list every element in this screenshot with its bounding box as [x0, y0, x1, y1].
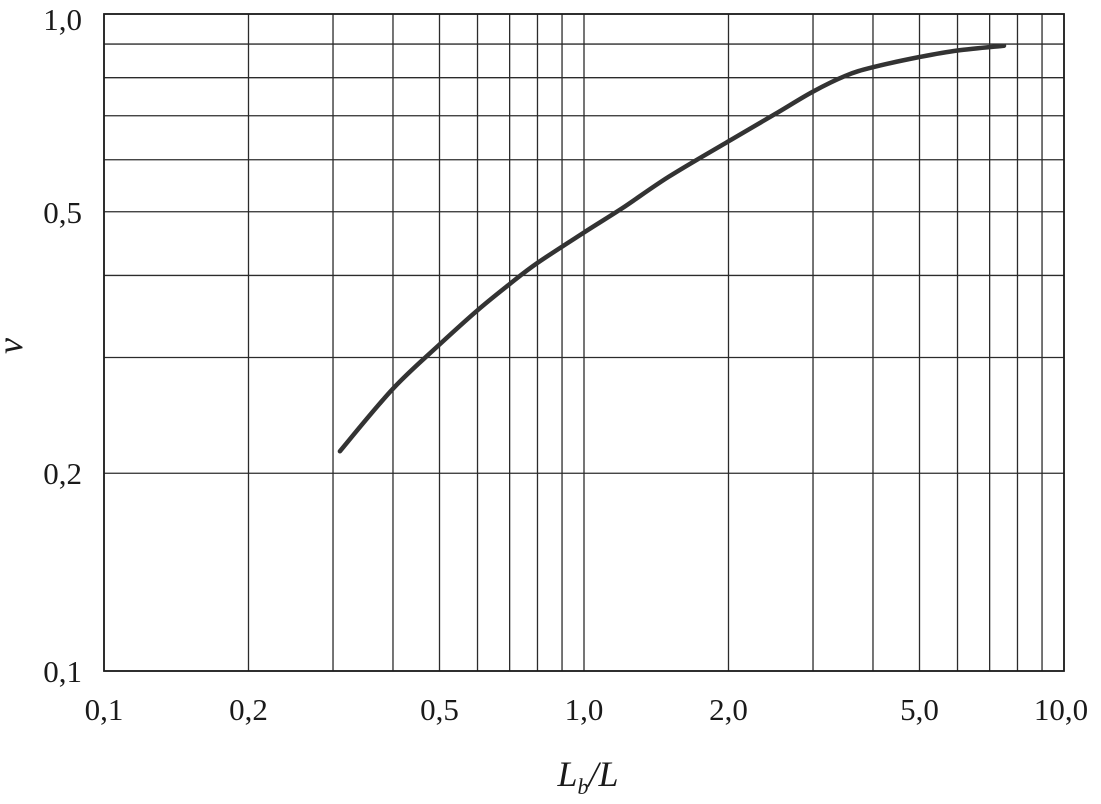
- x-axis-label: Lb/L: [556, 754, 618, 799]
- y-tick-label: 0,1: [43, 654, 82, 689]
- x-tick-label: 2,0: [709, 692, 748, 727]
- y-axis-label: ν: [0, 338, 30, 354]
- y-tick-label: 0,2: [43, 456, 82, 491]
- y-tick-label: 0,5: [43, 195, 82, 230]
- series-curve: [337, 43, 1007, 454]
- grid-layer: [103, 13, 1065, 672]
- plot-frame: [103, 13, 1065, 672]
- y-tick-label: 1,0: [43, 2, 82, 37]
- x-axis-label-sub: b: [578, 774, 589, 799]
- x-axis-label-rest: /L: [587, 754, 619, 794]
- x-tick-label: 0,2: [229, 692, 268, 727]
- x-tick-labels: 0,1 0,2 0,5 1,0 2,0 5,0 10,0: [85, 692, 1089, 727]
- x-tick-label: 0,5: [420, 692, 459, 727]
- x-tick-label: 10,0: [1034, 692, 1088, 727]
- y-tick-labels: 0,1 0,2 0,5 1,0: [43, 2, 82, 689]
- x-axis-label-main: L: [556, 754, 577, 794]
- x-tick-label: 1,0: [565, 692, 604, 727]
- x-tick-label: 0,1: [85, 692, 124, 727]
- x-tick-label: 5,0: [900, 692, 939, 727]
